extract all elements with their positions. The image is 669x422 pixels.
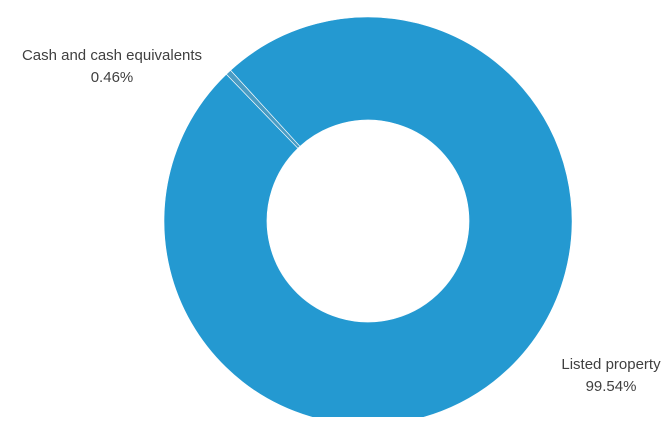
- donut-slice-listed-property: [163, 16, 573, 422]
- slice-label-cash-value: 0.46%: [91, 69, 134, 86]
- slice-label-cash-name: Cash and cash equivalents: [22, 47, 202, 64]
- donut-slices: [163, 16, 573, 422]
- slice-label-listed-property: Listed property 99.54%: [561, 356, 661, 395]
- slice-label-cash: Cash and cash equivalents 0.46%: [22, 47, 202, 86]
- slice-label-listed-property-name: Listed property: [561, 356, 661, 373]
- slice-label-listed-property-value: 99.54%: [586, 378, 637, 395]
